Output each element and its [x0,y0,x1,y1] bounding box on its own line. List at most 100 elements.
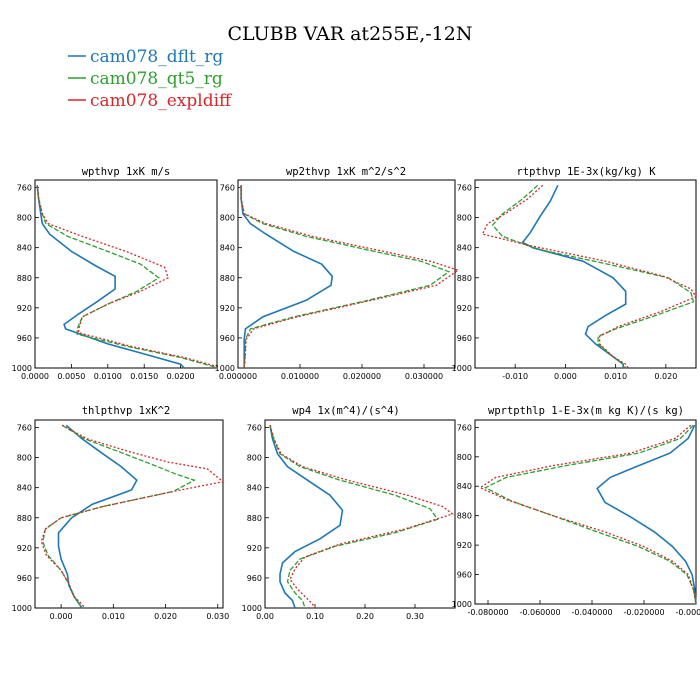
axis-ticks: 760 800 840 880 920 960 1000 -0.010 0.000 0.010 0.… [452,184,678,381]
legend-item: cam078_qt5_rg [68,69,223,89]
x-tick-label: 0.30 [406,612,424,621]
panel-title: rtpthvp 1E-3x(kg/kg) K [516,166,656,178]
plot-frame [34,179,218,369]
x-tick-label: 0.0200 [167,372,195,381]
y-tick-label: 840 [17,484,32,493]
x-tick-label: -0.010 [502,372,528,381]
series-lines [478,424,697,605]
x-tick-label: 0.030 [206,612,229,621]
series-line-cam078_dflt_rg [36,185,185,369]
y-tick-label: 880 [220,274,235,283]
y-tick-label: 760 [457,184,472,193]
y-tick-label: 1000 [452,364,472,373]
y-tick-label: 1000 [12,364,32,373]
series-line-cam078_dflt_rg [240,185,334,368]
y-tick-label: 960 [457,571,472,580]
x-tick-label: -0.000000 [675,608,700,617]
series-line-cam078_qt5_rg [240,185,451,369]
y-tick-label: 1000 [242,604,262,613]
series-line-cam078_dflt_rg [596,424,697,605]
x-tick-label: 0.000 [554,372,577,381]
y-tick-label: 880 [247,514,262,523]
panel-title: wprtpthlp 1-E-3x(m kg K)/(s kg) [488,405,684,417]
y-tick-label: 800 [220,214,235,223]
series-line-cam078_expldiff [36,185,218,368]
x-tick-label: 0.010 [604,372,627,381]
axis-ticks: 760 800 840 880 920 960 1000-0.080000 -0.060000… [452,423,700,617]
y-tick-label: 1000 [452,600,472,609]
y-tick-label: 760 [220,184,235,193]
x-tick-label: 0.0100 [94,372,122,381]
y-tick-label: 880 [17,274,32,283]
panel-wp2thvp: wp2thvp 1xK m^2/s^2 760 800 840 880 920 960 10… [215,166,460,381]
series-line-cam078_dflt_rg [57,424,138,609]
series-lines [481,184,697,369]
plot-frame [237,179,456,369]
x-tick-label: 0.20 [356,612,374,621]
legend: cam078_dflt_rg cam078_qt5_rg cam078_expl… [68,47,233,111]
y-tick-label: 880 [457,274,472,283]
series-lines [240,185,460,369]
plot-frame [474,419,697,605]
figure-title: CLUBB VAR at255E,-12N [228,23,473,45]
y-tick-label: 880 [17,514,32,523]
y-tick-label: 960 [220,334,235,343]
axis-ticks: 760 800 840 880 920 960 10000.000000 0.010000 0.… [215,184,443,381]
x-tick-label: -0.020000 [623,608,664,617]
y-tick-label: 1000 [12,604,32,613]
y-tick-label: 760 [17,424,32,433]
x-tick-label: -0.040000 [571,608,612,617]
x-tick-label: 0.020000 [343,372,381,381]
panel-thlpthvp: thlpthvp 1xK^2 760 800 840 880 920 960 1000 0.0… [12,405,230,621]
series-line-cam078_qt5_rg [269,425,439,609]
y-tick-label: 960 [17,574,32,583]
y-tick-label: 960 [457,334,472,343]
y-tick-label: 760 [17,184,32,193]
series-line-cam078_expldiff [269,425,454,609]
panel-rtpthvp: rtpthvp 1E-3x(kg/kg) K 760 800 840 880 920 96… [452,166,697,381]
series-line-cam078_expldiff [240,185,460,369]
plot-frame [264,419,456,609]
series-line-cam078_qt5_rg [491,184,695,369]
series-line-cam078_qt5_rg [36,185,218,369]
x-tick-label: 0.0150 [130,372,158,381]
x-tick-label: 0.0000 [21,372,49,381]
series-line-cam078_dflt_rg [521,184,627,368]
y-tick-label: 800 [247,454,262,463]
legend-item: cam078_dflt_rg [68,47,223,67]
panel-wp4: wp4 1x(m^4)/(s^4) 760 800 840 880 920 960 1000… [242,405,456,621]
x-tick-label: 0.0050 [57,372,85,381]
x-tick-label: 0.10 [306,612,324,621]
x-tick-label: 0.030000 [405,372,443,381]
plot-frame [474,179,697,369]
axis-ticks: 760 800 840 880 920 960 10000.0000 0.0050 0.0100… [12,184,195,381]
y-tick-label: 920 [220,304,235,313]
y-tick-label: 760 [247,424,262,433]
series-line-cam078_qt5_rg [42,424,196,609]
series-lines [36,185,218,369]
y-tick-label: 760 [457,423,472,432]
y-tick-label: 800 [17,214,32,223]
legend-label: cam078_expldiff [90,91,233,111]
series-lines [40,424,225,609]
y-tick-label: 840 [247,484,262,493]
panel-title: wp2thvp 1xK m^2/s^2 [286,166,406,178]
x-tick-label: -0.080000 [467,608,508,617]
y-tick-label: 1000 [215,364,235,373]
y-tick-label: 920 [457,541,472,550]
panel-wprtpthlp: wprtpthlp 1-E-3x(m kg K)/(s kg) 760 800 84… [452,405,700,617]
panel-title: wp4 1x(m^4)/(s^4) [292,405,399,417]
y-tick-label: 840 [457,244,472,253]
axis-ticks: 760 800 840 880 920 960 1000 0.000 0.010 0.020 0.0… [12,424,230,621]
y-tick-label: 840 [220,244,235,253]
axis-ticks: 760 800 840 880 920 960 10000.00 0.10 0.20 0.30 [242,424,424,621]
plot-frame [34,419,224,609]
x-tick-label: 0.020 [154,612,177,621]
series-line-cam078_expldiff [481,184,697,369]
panel-title: thlpthvp 1xK^2 [82,405,171,417]
legend-label: cam078_dflt_rg [90,47,223,67]
y-tick-label: 920 [17,544,32,553]
y-tick-label: 800 [457,214,472,223]
x-tick-label: 0.00 [256,612,274,621]
series-line-cam078_expldiff [478,424,697,605]
